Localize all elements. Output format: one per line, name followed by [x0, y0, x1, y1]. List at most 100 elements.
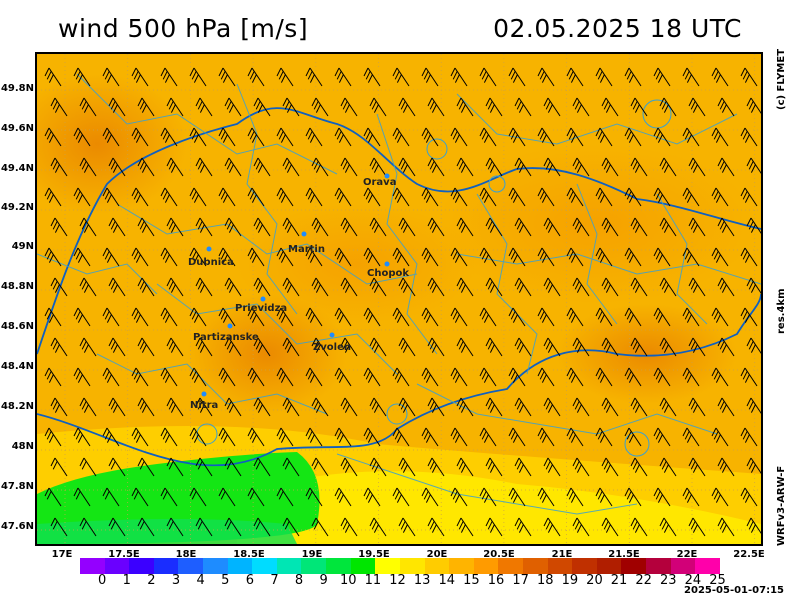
wind-barb: [131, 127, 149, 147]
wind-barb: [340, 517, 358, 537]
wind-barb: [276, 67, 294, 87]
wind-barb: [102, 487, 120, 507]
wind-barb: [224, 277, 242, 297]
wind-barb: [566, 67, 584, 87]
wind-barb: [282, 517, 300, 537]
wind-barb: [508, 307, 526, 327]
wind-barb: [247, 127, 265, 147]
wind-barb: [131, 307, 149, 327]
wind-barb: [653, 427, 671, 447]
wind-barb: [224, 157, 242, 177]
legend-value: 7: [270, 573, 279, 588]
wind-max-region: [237, 204, 477, 324]
wind-barb: [717, 337, 735, 357]
legend-value: 19: [561, 573, 579, 588]
wind-barb: [630, 157, 648, 177]
wind-barb: [253, 397, 271, 417]
wind-barb: [108, 97, 126, 117]
wind-barb: [247, 367, 265, 387]
legend-swatch: [326, 558, 351, 574]
wind-barb: [595, 247, 613, 267]
wind-barb: [50, 517, 68, 537]
wind-barb: [427, 157, 445, 177]
wind-max-region: [557, 304, 737, 404]
wind-barb: [485, 337, 503, 357]
wind-barb: [711, 487, 729, 507]
wind-barb: [247, 487, 265, 507]
lat-label: 48.4N: [0, 361, 34, 372]
wind-map[interactable]: [35, 52, 763, 546]
wind-barb: [392, 367, 410, 387]
wind-barb: [218, 187, 236, 207]
wind-barb: [659, 217, 677, 237]
wind-barb: [282, 277, 300, 297]
wind-barb: [682, 187, 700, 207]
wind-barb: [514, 97, 532, 117]
legend-swatch: [498, 558, 523, 574]
wind-barb: [682, 427, 700, 447]
wind-barb: [740, 367, 758, 387]
wind-barb: [630, 277, 648, 297]
legend-swatch: [424, 558, 450, 574]
wind-barb: [189, 247, 207, 267]
wind-barb: [624, 367, 642, 387]
lat-label: 48N: [11, 441, 34, 452]
wind-barb: [566, 127, 584, 147]
wind-barb: [659, 337, 677, 357]
lat-label: 47.6N: [0, 521, 34, 532]
wind-barb: [340, 277, 358, 297]
wind-barb: [218, 67, 236, 87]
wind-barb: [595, 367, 613, 387]
wind-barb: [363, 487, 381, 507]
wind-barb: [508, 427, 526, 447]
wind-barb: [746, 217, 761, 234]
wind-barb: [247, 187, 265, 207]
district-boundaries: [37, 73, 761, 515]
wind-barb: [166, 277, 184, 297]
wind-barb: [44, 307, 62, 327]
wind-barb: [108, 157, 126, 177]
wind-barb: [363, 247, 381, 267]
wind-barb: [398, 397, 416, 417]
wind-barb: [392, 187, 410, 207]
wind-barb: [746, 277, 761, 294]
wind-barb: [630, 517, 648, 537]
wind-barb: [392, 427, 410, 447]
wind-barb: [108, 217, 126, 237]
wind-barb: [102, 187, 120, 207]
wind-barb: [218, 247, 236, 267]
wind-barb: [224, 337, 242, 357]
wind-barb: [653, 247, 671, 267]
wind-barb: [137, 517, 155, 537]
wind-barb: [421, 427, 439, 447]
wind-barb: [572, 397, 590, 417]
wind-barb: [485, 97, 503, 117]
wind-calm-region: [37, 519, 297, 544]
wind-barb: [427, 517, 445, 537]
wind-barb: [311, 457, 329, 477]
wind-barb: [601, 217, 619, 237]
wind-barb: [456, 517, 474, 537]
wind-barb: [711, 187, 729, 207]
legend-value: 18: [536, 573, 554, 588]
legend-swatch: [473, 558, 499, 574]
legend-value: 15: [463, 573, 480, 588]
generation-timestamp: 2025-05-01-07:15: [684, 585, 784, 596]
wind-barb: [398, 157, 416, 177]
legend-value: 2: [147, 573, 156, 588]
city-dot: [301, 231, 307, 237]
wind-barb: [305, 67, 323, 87]
wind-barb: [711, 127, 729, 147]
wind-barb: [688, 517, 706, 537]
wind-barb: [624, 247, 642, 267]
legend-value: 24: [684, 573, 702, 588]
wind-barb: [485, 157, 503, 177]
wind-barb: [369, 337, 387, 357]
wind-barb: [543, 277, 561, 297]
wind-barb: [398, 277, 416, 297]
wind-barb: [166, 397, 184, 417]
city-label-orava: Orava: [363, 177, 397, 188]
wind-barb: [630, 337, 648, 357]
wind-barb: [305, 367, 323, 387]
wind-barb: [369, 517, 387, 537]
